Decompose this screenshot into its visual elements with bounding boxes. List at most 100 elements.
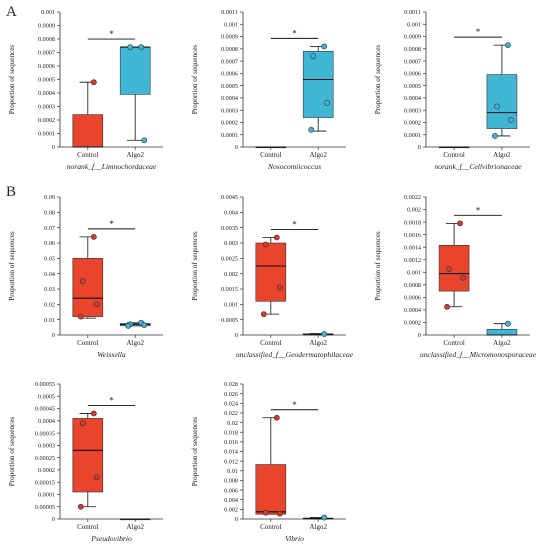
x-tick-label: Algo2: [309, 151, 327, 159]
y-tick-label: 0: [235, 516, 238, 523]
box-control: [255, 146, 287, 149]
box-control: [255, 234, 287, 318]
x-tick-label: Control: [77, 151, 98, 159]
y-tick-label: 0.024: [224, 400, 238, 407]
data-point: [276, 284, 283, 291]
x-tick-label: Control: [260, 523, 281, 531]
y-tick-label: 0.00005: [35, 504, 55, 511]
data-point: [505, 42, 511, 49]
y-tick-label: 0: [418, 144, 421, 151]
data-point: [90, 79, 97, 86]
y-tick-label: 0.0018: [404, 219, 421, 226]
x-tick-label: Algo2: [126, 151, 144, 159]
y-tick-label: 0.001: [224, 21, 238, 28]
x-tick-label: Algo2: [309, 523, 327, 531]
y-tick-label: 0.0006: [404, 295, 421, 302]
y-tick-label: 0.0006: [404, 71, 421, 78]
y-tick-label: 0.06: [44, 240, 55, 247]
y-tick-label: 0: [52, 332, 55, 339]
data-point: [77, 503, 84, 510]
data-point: [492, 133, 498, 139]
data-point: [125, 322, 132, 329]
y-tick-label: 0: [235, 332, 238, 339]
y-tick-label: 0.0002: [404, 320, 421, 327]
y-tick-label: 0.001: [407, 21, 421, 28]
x-axis-title: Vibrio: [285, 534, 304, 543]
x-axis-title: unclassified_f__Micromonosporaceae: [420, 350, 537, 359]
y-tick-label: 0.00035: [35, 430, 55, 437]
x-tick-label: Algo2: [126, 339, 144, 347]
y-tick-label: 0.0007: [221, 58, 238, 65]
y-tick-label: 0.008: [224, 478, 238, 485]
box-control: [72, 79, 104, 148]
box-algo2: [119, 518, 151, 521]
y-tick-label: 0.00015: [35, 479, 55, 486]
y-tick-label: 0.0003: [38, 104, 55, 111]
y-tick-label: 0.0005: [38, 393, 55, 400]
y-tick-label: 0.0004: [38, 418, 55, 425]
y-tick-label: 0.08: [44, 210, 55, 217]
y-tick-label: 0.0009: [38, 23, 55, 30]
box-iqr: [255, 242, 287, 302]
x-axis-title: norank_f__Cellvibrionaceae: [434, 162, 522, 171]
y-tick-label: 0.05: [44, 256, 55, 263]
y-axis-title: Proportion of sequences: [8, 45, 16, 115]
y-tick-label: 0.04: [44, 271, 55, 278]
y-tick-label: 0.0003: [404, 107, 421, 114]
y-tick-label: 0.0011: [221, 9, 238, 16]
data-point: [457, 220, 463, 227]
data-point: [273, 234, 280, 241]
y-tick-label: 0.0012: [404, 257, 421, 264]
y-tick-label: 0.0002: [38, 117, 55, 124]
data-point: [141, 322, 148, 328]
significance-star: *: [109, 29, 114, 39]
y-axis-title: Proportion of sequences: [374, 231, 382, 301]
y-axis-title: Proportion of sequences: [8, 231, 16, 301]
significance-star: *: [109, 395, 114, 405]
y-tick-label: 0.0045: [221, 194, 238, 201]
box-iqr: [255, 464, 287, 515]
data-point: [321, 331, 328, 337]
x-tick-label: Control: [260, 151, 281, 159]
y-tick-label: 0.0008: [404, 46, 421, 53]
y-tick-label: 0.0003: [221, 107, 238, 114]
y-tick-label: 0.0008: [221, 46, 238, 53]
x-axis-title: norank_f__Limnochordaceae: [67, 162, 157, 171]
y-tick-label: 0.001: [407, 269, 421, 276]
x-axis-title: Pseudovibrio: [90, 534, 132, 543]
box-algo2: [119, 44, 151, 144]
data-point: [446, 266, 452, 273]
box-algo2: [302, 331, 334, 337]
y-tick-label: 0.014: [224, 449, 238, 456]
data-point: [90, 410, 97, 417]
y-tick-label: 0.00025: [35, 455, 55, 462]
data-point: [79, 278, 86, 285]
boxplot-pseudovibrio: 0 0.00005 0.0001 0.00015 0.0002 0.00025 0.0003…: [8, 381, 163, 543]
x-tick-label: Control: [77, 339, 98, 347]
y-tick-label: 0: [418, 332, 421, 339]
x-axis-title: unclassified_f__Geodermatophilaceae: [236, 350, 354, 359]
x-axis-title: Nosocomiicoccus: [267, 162, 321, 171]
box-iqr: [438, 244, 470, 292]
significance-star: *: [292, 28, 297, 38]
data-point: [262, 509, 269, 516]
y-tick-label: 0.0011: [404, 9, 421, 16]
y-tick-label: 0.006: [224, 487, 238, 494]
y-tick-label: 0.0022: [404, 194, 421, 201]
y-tick-label: 0.0014: [404, 244, 421, 251]
x-tick-label: Algo2: [493, 339, 511, 347]
box-algo2: [119, 319, 151, 329]
y-tick-label: 0.0006: [38, 63, 55, 70]
data-point: [93, 301, 100, 308]
y-tick-label: 0.0005: [38, 77, 55, 84]
y-tick-label: 0.02: [44, 302, 55, 309]
y-tick-label: 0.09: [44, 194, 55, 201]
y-tick-label: 0.0003: [38, 443, 55, 450]
boxplot-micromonosporaceae: 0 0.0002 0.0004 0.0006 0.0008 0.001 0.0012 0.00…: [374, 194, 537, 359]
y-tick-label: 0: [52, 516, 55, 523]
y-tick-label: 0.0015: [221, 286, 238, 293]
data-point: [505, 320, 511, 327]
y-tick-label: 0.002: [224, 271, 238, 278]
significance-star: *: [476, 205, 481, 215]
box-iqr: [72, 258, 104, 317]
